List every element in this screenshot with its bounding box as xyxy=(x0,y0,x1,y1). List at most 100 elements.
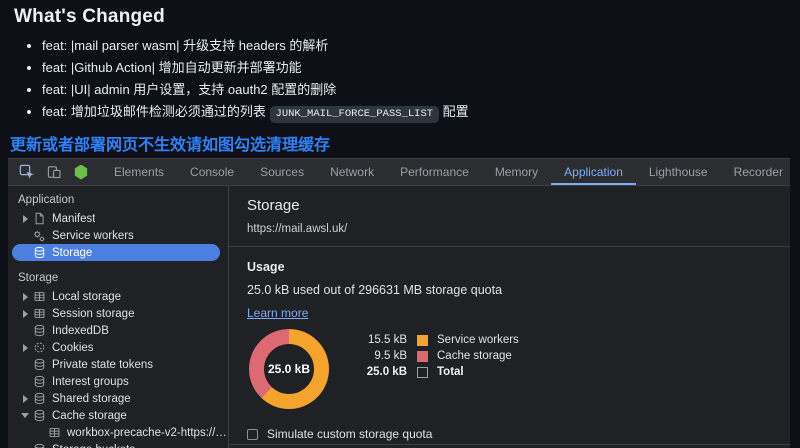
sidebar-item-shared-storage[interactable]: Shared storage xyxy=(8,390,228,407)
sidebar-item-cookies[interactable]: Cookies xyxy=(8,339,228,356)
simulate-quota-checkbox[interactable] xyxy=(247,429,258,440)
expander-icon[interactable] xyxy=(18,395,32,403)
code-chip: JUNK_MAIL_FORCE_PASS_LIST xyxy=(270,106,440,123)
tab-console[interactable]: Console xyxy=(177,159,247,185)
sidebar-item-session-storage[interactable]: Session storage xyxy=(8,305,228,322)
changelog-item: feat: |UI| admin 用户设置，支持 oauth2 配置的删除 xyxy=(42,82,800,99)
sidebar-item-label: workbox-precache-v2-https://mai… xyxy=(67,427,228,439)
database-icon xyxy=(32,246,46,260)
sidebar-item-label: Shared storage xyxy=(52,393,131,405)
expander-icon[interactable] xyxy=(18,215,32,223)
sidebar-item-interest-groups[interactable]: Interest groups xyxy=(8,373,228,390)
changelog-item: feat: |Github Action| 增加自动更新并部署功能 xyxy=(42,60,800,77)
sidebar-item-indexeddb[interactable]: IndexedDB xyxy=(8,322,228,339)
tab-sources[interactable]: Sources xyxy=(247,159,317,185)
sidebar-item-label: Interest groups xyxy=(52,376,129,388)
legend-row-cache-storage: 9.5 kB Cache storage xyxy=(349,348,519,364)
legend-label: Total xyxy=(437,366,464,378)
legend-row-service-workers: 15.5 kB Service workers xyxy=(349,332,519,348)
sidebar-item-storage-buckets[interactable]: Storage buckets xyxy=(8,441,228,448)
tab-performance[interactable]: Performance xyxy=(387,159,482,185)
changelog-item: feat: 增加垃圾邮件检测必须通过的列表 JUNK_MAIL_FORCE_PA… xyxy=(42,104,800,122)
usage-summary: 25.0 kB used out of 296631 MB storage qu… xyxy=(247,283,772,297)
legend-row-total: 25.0 kB Total xyxy=(349,364,519,380)
legend-label: Service workers xyxy=(437,334,519,346)
total-swatch xyxy=(417,367,428,378)
simulate-quota-row: Simulate custom storage quota xyxy=(247,427,772,441)
tab-network[interactable]: Network xyxy=(317,159,387,185)
legend-label: Cache storage xyxy=(437,350,512,362)
expander-icon[interactable] xyxy=(18,344,32,352)
tab-lighthouse[interactable]: Lighthouse xyxy=(636,159,721,185)
changelog-list: feat: |mail parser wasm| 升级支持 headers 的解… xyxy=(0,38,800,121)
sidebar-item-workbox-precache[interactable]: workbox-precache-v2-https://mai… xyxy=(8,424,228,441)
toolbar-icons xyxy=(8,159,99,185)
storage-panel-header: Storage https://mail.awsl.uk/ xyxy=(229,186,790,247)
sidebar-item-service-workers[interactable]: Service workers xyxy=(8,227,228,244)
tab-memory[interactable]: Memory xyxy=(482,159,551,185)
sidebar-section-application: Application xyxy=(8,191,228,210)
sidebar-section-storage: Storage xyxy=(8,269,228,288)
expander-icon[interactable] xyxy=(18,293,32,301)
legend-value: 25.0 kB xyxy=(349,366,407,378)
document-icon xyxy=(32,212,46,226)
sidebar-item-manifest[interactable]: Manifest xyxy=(8,210,228,227)
sidebar-item-label: Session storage xyxy=(52,308,134,320)
simulate-quota-label: Simulate custom storage quota xyxy=(267,427,432,441)
expander-icon[interactable] xyxy=(18,310,32,318)
devtools-body: Application Manifest Service workers xyxy=(8,186,790,448)
storage-donut-chart: 25.0 kB xyxy=(249,329,329,409)
release-notes: What's Changed feat: |mail parser wasm| … xyxy=(0,6,800,121)
database-icon xyxy=(32,443,46,448)
donut-center-label: 25.0 kB xyxy=(264,344,314,394)
page-title: What's Changed xyxy=(14,6,800,28)
database-icon xyxy=(32,358,46,372)
sidebar-item-label: Storage xyxy=(52,247,92,259)
devtools-toolbar: Elements Console Sources Network Perform… xyxy=(8,159,790,186)
database-icon xyxy=(32,409,46,423)
sidebar-item-label: Cookies xyxy=(52,342,94,354)
changelog-item: feat: |mail parser wasm| 升级支持 headers 的解… xyxy=(42,38,800,55)
usage-section: Usage 25.0 kB used out of 296631 MB stor… xyxy=(229,247,790,445)
devtools-tabs: Elements Console Sources Network Perform… xyxy=(101,159,796,185)
usage-heading: Usage xyxy=(247,260,772,274)
inspect-element-icon[interactable] xyxy=(18,163,36,181)
legend-value: 15.5 kB xyxy=(349,334,407,346)
changelog-text: 配置 xyxy=(439,104,469,119)
database-icon xyxy=(32,375,46,389)
tab-recorder[interactable]: Recorder xyxy=(721,159,796,185)
table-icon xyxy=(32,307,46,321)
usage-chart-row: 25.0 kB 15.5 kB Service workers 9.5 kB C… xyxy=(247,329,772,409)
sidebar-item-local-storage[interactable]: Local storage xyxy=(8,288,228,305)
sidebar-item-label: Service workers xyxy=(52,230,134,242)
chart-legend: 15.5 kB Service workers 9.5 kB Cache sto… xyxy=(349,332,519,409)
node-devtools-icon[interactable] xyxy=(72,163,90,181)
device-toolbar-icon[interactable] xyxy=(45,163,63,181)
database-icon xyxy=(32,324,46,338)
cookie-icon xyxy=(32,341,46,355)
sidebar-item-label: Storage buckets xyxy=(52,444,135,448)
sidebar-item-label: Cache storage xyxy=(52,410,127,422)
cache-clear-notice: 更新或者部署网页不生效请如图勾选清理缓存 xyxy=(10,131,330,155)
gears-icon xyxy=(32,229,46,243)
cache-storage-swatch xyxy=(417,351,428,362)
tab-application[interactable]: Application xyxy=(551,159,636,185)
sidebar-item-label: Manifest xyxy=(52,213,95,225)
changelog-text: feat: 增加垃圾邮件检测必须通过的列表 xyxy=(42,104,270,119)
expander-icon[interactable] xyxy=(18,413,32,418)
legend-value: 9.5 kB xyxy=(349,350,407,362)
sidebar-item-private-state-tokens[interactable]: Private state tokens xyxy=(8,356,228,373)
sidebar-item-cache-storage[interactable]: Cache storage xyxy=(8,407,228,424)
sidebar-item-label: IndexedDB xyxy=(52,325,109,337)
tab-elements[interactable]: Elements xyxy=(101,159,177,185)
sidebar-item-label: Private state tokens xyxy=(52,359,153,371)
learn-more-link[interactable]: Learn more xyxy=(247,306,308,320)
database-icon xyxy=(32,392,46,406)
table-icon xyxy=(47,426,61,440)
service-workers-swatch xyxy=(417,335,428,346)
sidebar-item-label: Local storage xyxy=(52,291,121,303)
sidebar-item-storage[interactable]: Storage xyxy=(12,244,220,261)
application-sidebar: Application Manifest Service workers xyxy=(8,186,229,448)
devtools-window: Elements Console Sources Network Perform… xyxy=(8,158,790,448)
storage-panel: Storage https://mail.awsl.uk/ Usage 25.0… xyxy=(229,186,790,448)
